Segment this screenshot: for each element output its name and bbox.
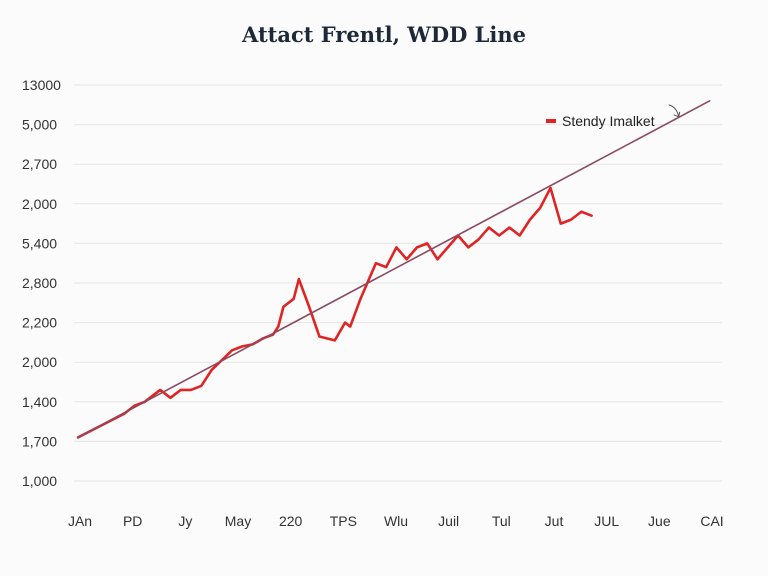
y-tick-label: 2,800 — [22, 275, 57, 291]
chart-title: Attact Frentl, WDD Line — [242, 22, 526, 47]
x-tick-label: PD — [123, 513, 142, 529]
legend: Stendy Imalket — [546, 113, 655, 129]
x-tick-label: JUL — [594, 513, 619, 529]
x-tick-label: Jy — [178, 513, 192, 529]
y-tick-label: 2,000 — [22, 354, 57, 370]
y-tick-label: 2,000 — [22, 196, 57, 212]
y-tick-label: 1,400 — [22, 394, 57, 410]
trend-line — [77, 100, 711, 439]
y-tick-label: 5,400 — [22, 235, 57, 251]
x-tick-label: May — [225, 513, 251, 529]
x-tick-label: Wlu — [384, 513, 408, 529]
y-tick-label: 2,700 — [22, 156, 57, 172]
x-tick-label: Jut — [545, 513, 564, 529]
x-tick-label: Tul — [492, 513, 511, 529]
y-tick-label: 5,000 — [22, 117, 57, 133]
series-line — [76, 186, 593, 439]
series-layer — [76, 100, 711, 439]
x-axis-ticks: JAn PD Jy May 220 TPS Wlu Juil Tul Jut JUL Jue CAI — [68, 513, 724, 529]
y-tick-label: 1,000 — [22, 473, 57, 489]
x-tick-label: JAn — [68, 513, 92, 529]
x-tick-label: Juil — [438, 513, 459, 529]
y-tick-label: 1,700 — [22, 433, 57, 449]
x-tick-label: 220 — [279, 513, 303, 529]
y-tick-label: 13000 — [22, 77, 61, 93]
annotation-arrow-icon — [668, 104, 681, 118]
legend-label: Stendy Imalket — [562, 113, 655, 129]
y-axis-ticks: 13000 5,000 2,700 2,000 5,400 2,800 2,200 2,000… — [22, 77, 61, 489]
x-tick-label: CAI — [700, 513, 723, 529]
x-tick-label: TPS — [330, 513, 357, 529]
grid-layer — [74, 84, 722, 482]
x-tick-label: Jue — [648, 513, 671, 529]
y-tick-label: 2,200 — [22, 315, 57, 331]
